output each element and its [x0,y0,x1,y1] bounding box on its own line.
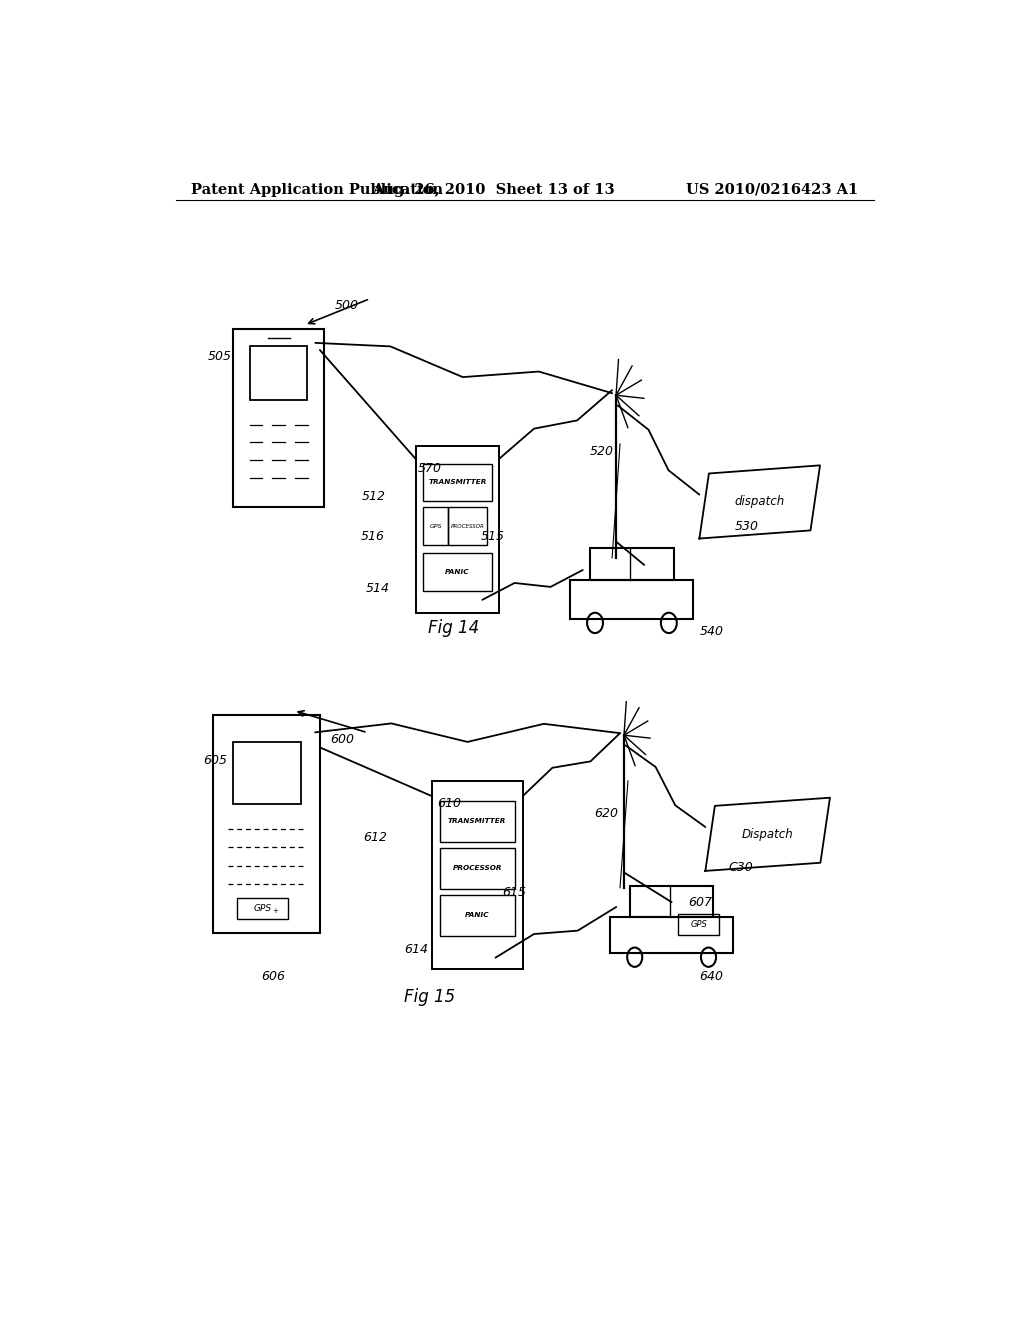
Text: Fig 14: Fig 14 [428,619,479,638]
Text: 606: 606 [261,970,286,983]
Bar [678,913,719,935]
Text: GPS: GPS [254,904,271,912]
Text: 607: 607 [688,896,713,909]
Text: 615: 615 [503,886,526,899]
Bar [439,849,515,888]
Text: 540: 540 [699,624,723,638]
Text: 520: 520 [590,445,613,458]
Bar [610,916,733,953]
Text: 614: 614 [404,942,428,956]
Text: Fig 15: Fig 15 [403,987,456,1006]
Text: C30: C30 [729,862,754,874]
Text: TRANSMITTER: TRANSMITTER [447,818,507,825]
Bar [423,553,492,591]
Text: 605: 605 [204,754,227,767]
Text: PANIC: PANIC [465,912,489,919]
Text: Aug. 26, 2010  Sheet 13 of 13: Aug. 26, 2010 Sheet 13 of 13 [372,183,614,197]
Bar [416,446,499,614]
Bar [449,507,486,545]
Bar [439,895,515,936]
Bar [423,463,492,502]
Text: GPS: GPS [690,920,708,929]
Text: 612: 612 [362,830,387,843]
Text: 640: 640 [699,970,723,983]
Text: 500: 500 [334,300,358,313]
Text: PROCESSOR: PROCESSOR [453,866,502,871]
Text: 516: 516 [360,531,385,543]
Text: dispatch: dispatch [734,495,784,508]
Bar [237,898,289,919]
Text: +: + [272,908,279,915]
Bar [439,801,515,842]
Text: 530: 530 [735,520,759,533]
Text: PROCESSOR: PROCESSOR [451,524,484,528]
Bar [232,742,301,804]
Bar [570,581,693,619]
Text: Dispatch: Dispatch [741,828,794,841]
Bar [630,886,714,916]
Bar [590,548,674,581]
Text: 514: 514 [367,582,390,595]
Text: Patent Application Publication: Patent Application Publication [191,183,443,197]
Text: TRANSMITTER: TRANSMITTER [428,479,486,486]
Text: 620: 620 [594,808,617,821]
Text: 610: 610 [437,797,462,810]
Text: US 2010/0216423 A1: US 2010/0216423 A1 [686,183,858,197]
Text: 512: 512 [362,490,386,503]
Bar [251,346,307,400]
Bar [423,507,449,545]
Text: 505: 505 [207,350,231,363]
Bar [213,715,321,933]
Text: 515: 515 [481,531,505,543]
Bar [431,781,523,969]
Text: PANIC: PANIC [445,569,470,576]
Text: 570: 570 [418,462,441,475]
Text: 600: 600 [331,734,354,746]
Bar [233,329,325,507]
Text: GPS: GPS [429,524,442,528]
